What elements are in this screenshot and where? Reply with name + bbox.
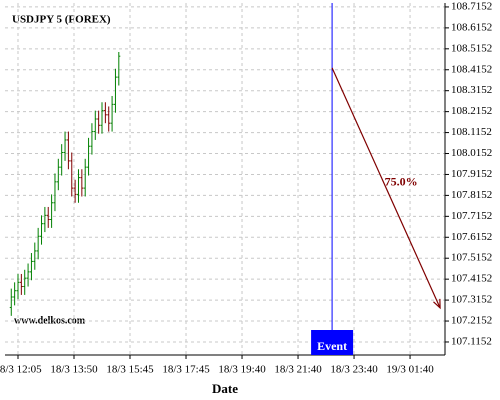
y-tick-label: 107.4152 [451,273,492,285]
y-tick-label: 108.1152 [451,126,492,138]
y-tick-label: 107.8152 [451,189,492,201]
y-tick-label: 107.2152 [451,315,492,327]
y-tick-label: 107.6152 [451,231,492,243]
y-tick-label: 108.3152 [451,84,492,96]
arrow-label: 75.0% [385,175,418,189]
x-tick-label: 18/3 19:40 [218,364,266,376]
y-tick-label: 107.9152 [451,168,492,180]
y-tick-label: 108.2152 [451,105,492,117]
event-box [311,330,354,355]
x-tick-label: 19/3 01:40 [386,364,434,376]
chart-title: USDJPY 5 (FOREX) [12,14,111,26]
x-tick-label: 18/3 12:05 [0,364,42,376]
x-tick-label: 18/3 21:40 [274,364,322,376]
y-tick-label: 108.7152 [451,0,492,12]
y-tick-label: 107.7152 [451,210,492,222]
projection-arrow [331,67,441,309]
event-label: Event [317,339,347,353]
y-tick-label: 108.4152 [451,63,492,75]
y-tick-label: 107.3152 [451,294,492,306]
y-tick-label: 107.1152 [451,336,492,348]
x-tick-label: 18/3 13:50 [50,364,98,376]
x-tick-label: 18/3 23:40 [330,364,378,376]
x-axis-label: Date [212,381,238,396]
y-tick-label: 108.5152 [451,42,492,54]
x-tick-label: 18/3 15:45 [106,364,154,376]
arrow-head [433,298,441,310]
y-tick-label: 108.6152 [451,21,492,33]
y-tick-label: 108.0152 [451,147,492,159]
x-tick-label: 18/3 17:45 [162,364,210,376]
y-tick-label: 107.5152 [451,252,492,264]
